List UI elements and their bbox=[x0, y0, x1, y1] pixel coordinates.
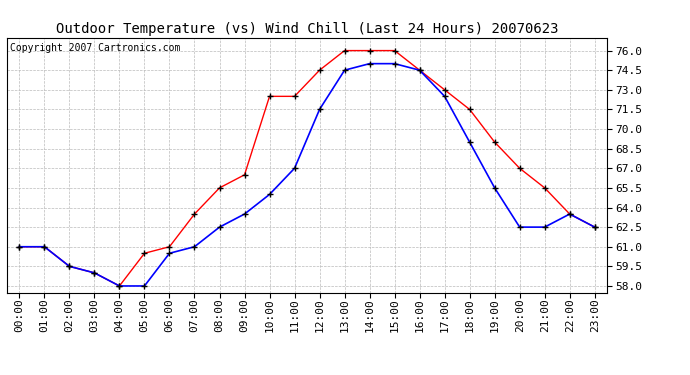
Title: Outdoor Temperature (vs) Wind Chill (Last 24 Hours) 20070623: Outdoor Temperature (vs) Wind Chill (Las… bbox=[56, 22, 558, 36]
Text: Copyright 2007 Cartronics.com: Copyright 2007 Cartronics.com bbox=[10, 43, 180, 52]
